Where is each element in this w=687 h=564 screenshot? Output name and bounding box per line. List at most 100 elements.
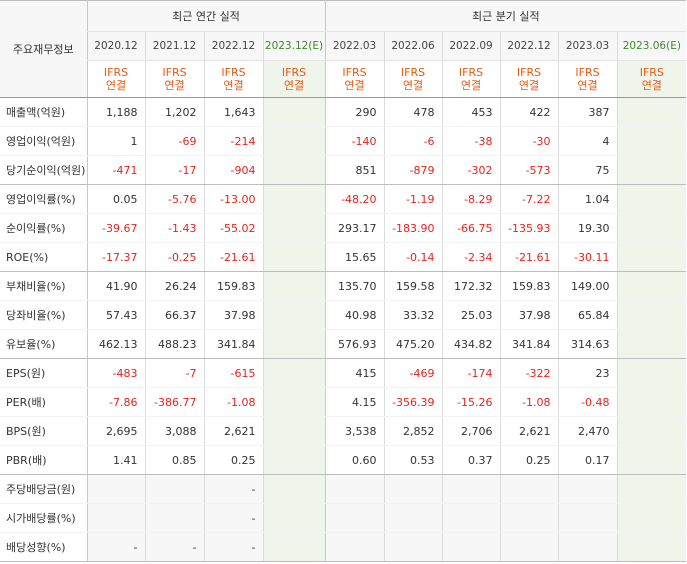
- table-cell: 41.90: [86, 271, 145, 301]
- table-cell: [616, 184, 687, 214]
- table-cell: [262, 155, 326, 185]
- table-cell: -39.67: [86, 213, 145, 243]
- table-cell: -8.29: [441, 184, 501, 214]
- table-cell: 0.25: [499, 445, 559, 475]
- table-cell: 159.58: [383, 271, 443, 301]
- table-cell: -483: [86, 358, 145, 388]
- row-label: 배당성향(%): [0, 532, 87, 562]
- table-cell: [262, 387, 326, 417]
- table-cell: -0.25: [144, 242, 204, 272]
- table-cell: -183.90: [383, 213, 443, 243]
- table-cell: -5.76: [144, 184, 204, 214]
- table-cell: -7.86: [86, 387, 145, 417]
- row-label: 매출액(억원): [0, 97, 87, 127]
- row-label: PBR(배): [0, 445, 87, 475]
- table-row: 유보율(%) 462.13 488.23 341.84 576.93 475.20 434.…: [0, 329, 687, 359]
- row-label: 부채비율(%): [0, 271, 87, 301]
- table-cell: [499, 532, 559, 562]
- table-cell: 434.82: [441, 329, 501, 359]
- table-cell: [616, 300, 687, 330]
- row-label: 당좌비율(%): [0, 300, 87, 330]
- table-cell: -55.02: [203, 213, 263, 243]
- table-cell: -38: [441, 126, 501, 156]
- standard-consolidated-label: 연결: [402, 79, 424, 92]
- table-cell: [499, 503, 559, 533]
- row-label: 유보율(%): [0, 329, 87, 359]
- table-cell: [616, 416, 687, 446]
- table-cell: 33.32: [383, 300, 443, 330]
- standard-consolidated-label: 연결: [344, 79, 365, 92]
- standard-quarter-1: IFRS 연결: [383, 60, 443, 98]
- table-cell: 2,706: [441, 416, 501, 446]
- table-cell: -6: [383, 126, 443, 156]
- table-cell: [262, 271, 326, 301]
- table-row: PER(배) -7.86 -386.77 -1.08 4.15 -356.39 -15.26…: [0, 387, 687, 417]
- table-cell: 3,538: [324, 416, 385, 446]
- table-row: 배당성향(%) - - -: [0, 532, 687, 562]
- accounting-standard-row: IFRS 연결 IFRS 연결 IFRS 연결 IFRS 연결 IFRS 연결 IFRS 연결 IFRS…: [0, 60, 687, 98]
- table-cell: -2.34: [441, 242, 501, 272]
- table-cell: 0.37: [441, 445, 501, 475]
- table-cell: 462.13: [86, 329, 145, 359]
- table-cell: -17.37: [86, 242, 145, 272]
- table-cell: 26.24: [144, 271, 204, 301]
- period-quarter-5: 2023.06(E): [616, 31, 687, 61]
- table-cell: 341.84: [203, 329, 263, 359]
- table-cell: 159.83: [203, 271, 263, 301]
- table-cell: -69: [144, 126, 204, 156]
- table-cell: 387: [557, 97, 618, 127]
- table-cell: [616, 532, 687, 562]
- table-cell: 149.00: [557, 271, 618, 301]
- table-cell: 293.17: [324, 213, 385, 243]
- table-cell: 57.43: [86, 300, 145, 330]
- table-cell: 488.23: [144, 329, 204, 359]
- annual-group-label: 최근 연간 실적: [86, 0, 326, 32]
- row-label: 주당배당금(원): [0, 474, 87, 504]
- table-row: 시가배당률(%) -: [0, 503, 687, 533]
- table-cell: 75: [557, 155, 618, 185]
- table-cell: [324, 474, 385, 504]
- period-quarter-4: 2023.03: [557, 31, 618, 61]
- financial-rows: 매출액(억원) 1,188 1,202 1,643 290 478 453 422 387 영업이…: [0, 97, 687, 562]
- table-cell: [616, 97, 687, 127]
- table-cell: [262, 213, 326, 243]
- table-cell: -356.39: [383, 387, 443, 417]
- table-cell: [616, 213, 687, 243]
- table-cell: -: [144, 532, 204, 562]
- standard-annual-0: IFRS 연결: [86, 60, 145, 98]
- table-cell: -879: [383, 155, 443, 185]
- table-cell: [616, 329, 687, 359]
- table-cell: 2,695: [86, 416, 145, 446]
- table-cell: 1: [86, 126, 145, 156]
- table-cell: 422: [499, 97, 559, 127]
- table-cell: -15.26: [441, 387, 501, 417]
- table-cell: 475.20: [383, 329, 443, 359]
- table-cell: 4: [557, 126, 618, 156]
- row-label: EPS(원): [0, 358, 87, 388]
- table-cell: 172.32: [441, 271, 501, 301]
- table-cell: -140: [324, 126, 385, 156]
- table-cell: -904: [203, 155, 263, 185]
- table-row: PBR(배) 1.41 0.85 0.25 0.60 0.53 0.37 0.25 0.17: [0, 445, 687, 475]
- standard-ifrs-label: IFRS: [281, 66, 307, 79]
- table-cell: 478: [383, 97, 443, 127]
- table-cell: [616, 271, 687, 301]
- table-cell: [324, 503, 385, 533]
- table-cell: -386.77: [144, 387, 204, 417]
- table-cell: 851: [324, 155, 385, 185]
- period-quarter-2: 2022.09: [441, 31, 501, 61]
- table-cell: 40.98: [324, 300, 385, 330]
- standard-ifrs-label: IFRS: [639, 66, 664, 79]
- table-cell: [262, 358, 326, 388]
- table-row: 당좌비율(%) 57.43 66.37 37.98 40.98 33.32 25.03 37.…: [0, 300, 687, 330]
- standard-quarter-2: IFRS 연결: [441, 60, 501, 98]
- standard-annual-2: IFRS 연결: [203, 60, 263, 98]
- table-cell: [557, 532, 618, 562]
- table-cell: 37.98: [499, 300, 559, 330]
- table-cell: -17: [144, 155, 204, 185]
- table-cell: 15.65: [324, 242, 385, 272]
- standard-consolidated-label: 연결: [283, 79, 305, 92]
- table-cell: -7.22: [499, 184, 559, 214]
- table-cell: [86, 503, 145, 533]
